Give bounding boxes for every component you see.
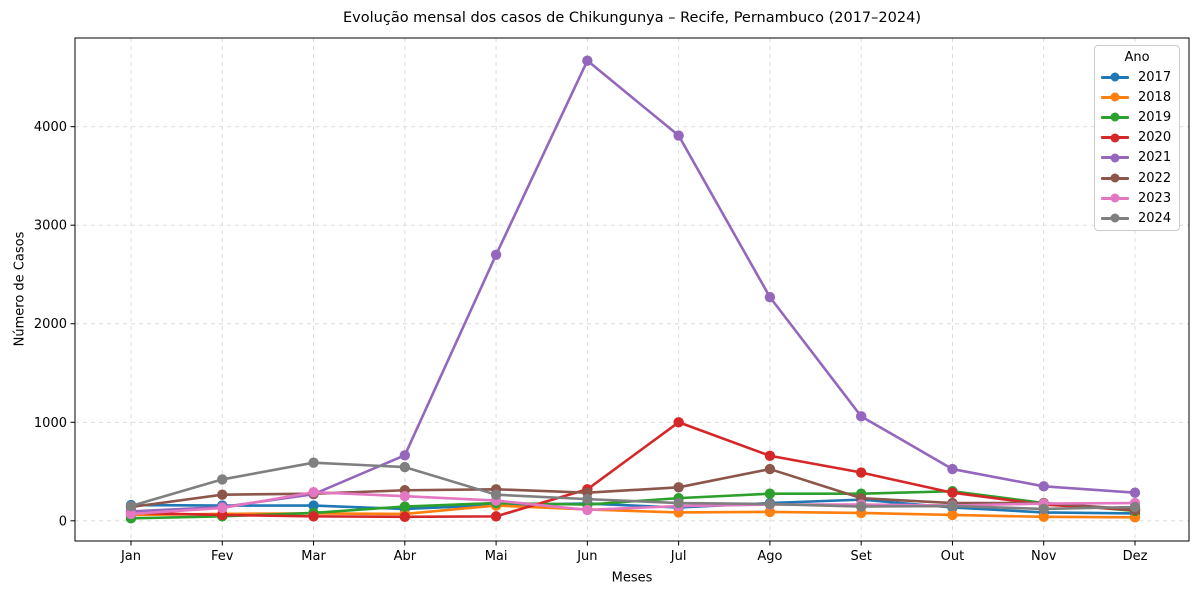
- data-point-2019: [764, 488, 776, 499]
- data-point-2021: [1129, 487, 1141, 498]
- legend-label-2020: 2020: [1138, 130, 1172, 146]
- x-tick-label: Ago: [757, 549, 782, 564]
- x-tick-label: Set: [851, 549, 872, 564]
- x-tick-label: Dez: [1123, 549, 1148, 564]
- legend-label-2022: 2022: [1138, 170, 1172, 186]
- legend-item-2020: 2020: [1101, 128, 1173, 148]
- data-point-2024: [490, 489, 502, 500]
- y-axis-label: Número de Casos: [12, 231, 28, 347]
- x-tick-label: Abr: [394, 549, 417, 564]
- series-line-2024: [129, 461, 1137, 511]
- series-line-2023: [129, 490, 1137, 516]
- data-point-2021: [947, 463, 958, 475]
- legend-marker-2017: [1101, 75, 1129, 79]
- legend-label-2023: 2023: [1138, 190, 1172, 206]
- x-tick-label: Jun: [576, 549, 597, 564]
- data-point-2024: [308, 457, 319, 468]
- x-tick-label: Mar: [301, 549, 326, 564]
- data-point-2021: [764, 291, 776, 303]
- data-point-2024: [855, 501, 867, 512]
- data-point-2024: [764, 498, 776, 510]
- legend-item-2018: 2018: [1101, 87, 1173, 107]
- chart-title: Evolução mensal dos casos de Chikungunya…: [343, 10, 921, 26]
- legend-marker-2019: [1101, 115, 1129, 119]
- x-tick-label: Out: [941, 549, 965, 564]
- data-point-2021: [673, 130, 684, 141]
- y-tick-label: 1000: [34, 416, 67, 431]
- series-line-2017: [129, 498, 1137, 515]
- y-tick-label: 0: [59, 514, 67, 529]
- legend-item-2022: 2022: [1101, 168, 1173, 188]
- legend-item-2024: 2024: [1101, 208, 1173, 228]
- data-point-2021: [399, 450, 411, 461]
- legend-label-2024: 2024: [1138, 210, 1172, 226]
- data-point-2023: [308, 487, 319, 498]
- x-tick-label: Mai: [485, 549, 508, 564]
- data-point-2022: [764, 463, 776, 475]
- data-point-2020: [490, 511, 502, 522]
- legend-label-2021: 2021: [1138, 150, 1172, 166]
- legend-label-2018: 2018: [1138, 89, 1172, 105]
- data-point-2024: [217, 474, 228, 485]
- legend-marker-2021: [1101, 156, 1129, 160]
- data-point-2021: [1038, 481, 1049, 492]
- data-point-2021: [490, 249, 502, 260]
- data-point-2023: [125, 508, 137, 520]
- data-point-2023: [399, 490, 411, 502]
- legend-title: Ano: [1124, 50, 1150, 65]
- legend-marker-2018: [1101, 95, 1129, 99]
- data-point-2018: [947, 509, 958, 521]
- x-tick-label: Nov: [1031, 549, 1057, 564]
- data-point-2021: [582, 55, 593, 66]
- plot-border: [74, 37, 1190, 542]
- series-line-2020: [129, 420, 1137, 519]
- data-point-2024: [399, 461, 411, 473]
- data-point-2022: [673, 482, 684, 493]
- x-tick-label: Jan: [120, 549, 141, 564]
- legend-item-2019: 2019: [1101, 107, 1173, 127]
- data-point-2023: [582, 504, 593, 516]
- legend-label-2019: 2019: [1138, 109, 1172, 125]
- data-point-2020: [673, 417, 684, 428]
- data-point-2021: [855, 411, 867, 422]
- data-point-2023: [217, 502, 228, 514]
- legend-marker-2023: [1101, 196, 1129, 200]
- x-tick-label: Fev: [211, 549, 234, 564]
- data-point-2024: [1038, 503, 1049, 515]
- x-axis-label: Meses: [611, 570, 653, 586]
- y-tick-label: 2000: [34, 317, 67, 332]
- data-point-2019: [399, 501, 411, 512]
- data-point-2024: [582, 493, 593, 505]
- legend-item-2023: 2023: [1101, 188, 1173, 208]
- legend-marker-2024: [1101, 216, 1129, 220]
- legend-items: 2017 2018 2019 2020 2021 2022 2023 2024: [1101, 67, 1173, 229]
- data-point-2020: [947, 487, 958, 498]
- legend: Ano 2017 2018 2019 2020 2021 2022 2023 2024: [1094, 45, 1180, 231]
- legend-item-2021: 2021: [1101, 148, 1173, 168]
- data-point-2018: [1038, 511, 1049, 523]
- data-point-2020: [399, 511, 411, 523]
- data-point-2017: [308, 500, 319, 511]
- data-point-2018: [764, 506, 776, 518]
- data-point-2020: [764, 450, 776, 461]
- legend-label-2017: 2017: [1138, 69, 1172, 85]
- data-point-2024: [1129, 501, 1141, 513]
- legend-marker-2020: [1101, 136, 1129, 140]
- y-tick-label: 4000: [34, 120, 67, 135]
- data-point-2022: [217, 489, 228, 500]
- data-point-2024: [125, 500, 137, 512]
- y-tick-label: 3000: [34, 219, 67, 234]
- legend-marker-2022: [1101, 176, 1129, 180]
- data-point-2024: [947, 500, 958, 512]
- legend-item-2017: 2017: [1101, 67, 1173, 87]
- series-line-2021: [129, 59, 1137, 513]
- data-point-2020: [855, 467, 867, 478]
- data-point-2020: [308, 511, 319, 522]
- data-point-2024: [673, 497, 684, 509]
- x-tick-label: Jul: [670, 549, 687, 564]
